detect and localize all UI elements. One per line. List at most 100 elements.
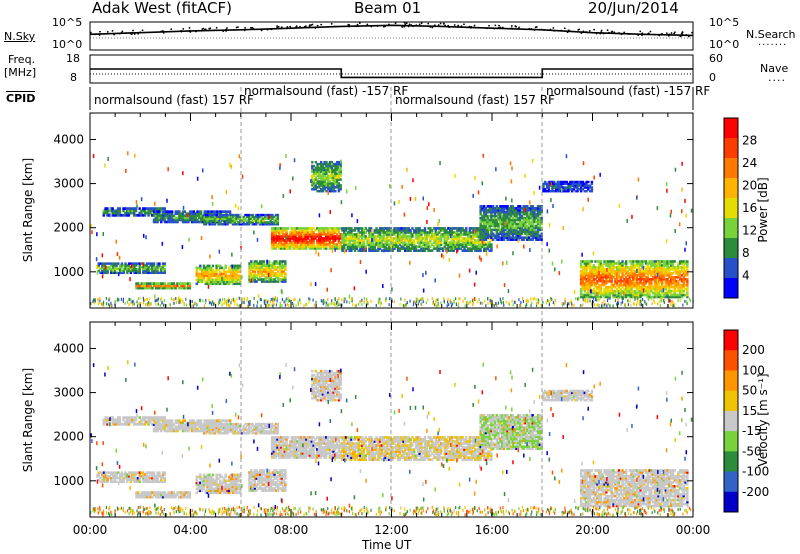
power-cell	[581, 287, 585, 291]
power-cell	[492, 208, 495, 212]
power-cell	[353, 249, 357, 252]
power-cell	[247, 217, 251, 220]
power-cell	[129, 266, 133, 269]
power-cell	[475, 229, 479, 232]
power-cell	[332, 241, 335, 244]
power-cell	[285, 231, 288, 234]
power-cell	[272, 241, 276, 244]
power-cell	[468, 249, 472, 252]
power-cell	[405, 237, 409, 240]
power-scatter-cell	[524, 208, 527, 213]
power-cell	[316, 172, 319, 176]
power-cell	[619, 264, 622, 267]
power-cell	[492, 232, 495, 236]
power-cell	[606, 287, 610, 291]
power-cell	[567, 188, 570, 191]
power-cell	[686, 277, 689, 281]
power-cell	[113, 266, 116, 269]
power-cell	[199, 214, 203, 218]
power-cell	[524, 210, 527, 214]
power-cell	[420, 245, 423, 248]
power-cell	[420, 233, 423, 236]
power-scatter-cell	[161, 241, 164, 246]
power-scatter-cell	[523, 218, 525, 223]
power-ground-cell	[331, 299, 333, 303]
power-cell	[448, 247, 452, 250]
power-cell	[561, 188, 565, 191]
power-cell	[273, 278, 276, 281]
power-cell	[592, 281, 595, 285]
power-ground-cell	[106, 302, 108, 306]
power-scatter-cell	[356, 219, 359, 224]
power-cell	[255, 215, 258, 219]
power-cell	[330, 245, 333, 248]
power-cell	[280, 270, 283, 273]
power-cell	[608, 289, 612, 293]
power-cell	[199, 280, 202, 284]
power-scatter-cell	[669, 213, 672, 218]
power-cell	[284, 260, 287, 263]
power-cell	[319, 243, 322, 246]
power-cell	[357, 245, 360, 248]
power-cell	[269, 274, 273, 277]
power-cell	[136, 267, 140, 271]
power-cell	[167, 216, 170, 220]
power-cell	[194, 218, 197, 222]
power-cell	[140, 286, 143, 290]
power-cell	[343, 231, 346, 234]
power-cell	[323, 160, 326, 164]
power-ground-cell	[642, 298, 644, 302]
power-cell	[348, 249, 351, 252]
power-cell	[474, 243, 477, 246]
power-cell	[152, 207, 156, 211]
power-cell	[524, 236, 527, 239]
power-cell	[219, 274, 222, 278]
power-ground-cell	[620, 302, 622, 306]
power-ground-cell	[322, 302, 324, 306]
power-cell	[292, 239, 295, 242]
power-cell	[344, 235, 348, 238]
power-cell	[330, 186, 334, 189]
power-cell	[314, 245, 317, 248]
power-cell	[378, 245, 382, 248]
power-cell	[237, 276, 240, 280]
power-cell	[483, 241, 486, 244]
power-cell	[215, 278, 218, 282]
power-cell	[326, 243, 330, 246]
power-scatter-cell	[439, 161, 441, 166]
power-cell	[208, 213, 211, 217]
power-cell	[592, 277, 595, 281]
power-ground-cell	[139, 296, 141, 300]
power-cell	[222, 282, 226, 286]
power-cell	[544, 189, 547, 193]
power-cell	[140, 284, 143, 288]
power-ground-cell	[312, 298, 314, 302]
power-cell	[353, 243, 357, 246]
power-cell	[209, 272, 213, 276]
power-cell	[222, 280, 226, 284]
power-cell	[509, 210, 513, 214]
power-cell	[508, 226, 511, 230]
power-cell	[509, 238, 513, 241]
power-cell	[195, 278, 198, 282]
power-cell	[219, 217, 222, 220]
power-cell	[615, 281, 619, 285]
power-cell	[330, 247, 333, 250]
power-cell	[576, 186, 579, 189]
power-cell	[341, 235, 344, 238]
power-cell	[540, 216, 543, 220]
power-cell	[273, 221, 276, 224]
power-cell	[346, 231, 350, 234]
power-cell	[614, 270, 617, 273]
power-scatter-cell	[599, 172, 601, 177]
power-cell	[214, 210, 217, 213]
power-cell	[278, 243, 281, 246]
power-cell	[504, 232, 507, 236]
power-scatter-cell	[468, 268, 471, 273]
power-cell	[597, 268, 601, 271]
power-cell	[533, 224, 536, 228]
power-cell	[271, 223, 274, 226]
power-ground-cell	[97, 302, 99, 306]
power-cell	[218, 212, 221, 216]
power-cell	[583, 264, 586, 267]
